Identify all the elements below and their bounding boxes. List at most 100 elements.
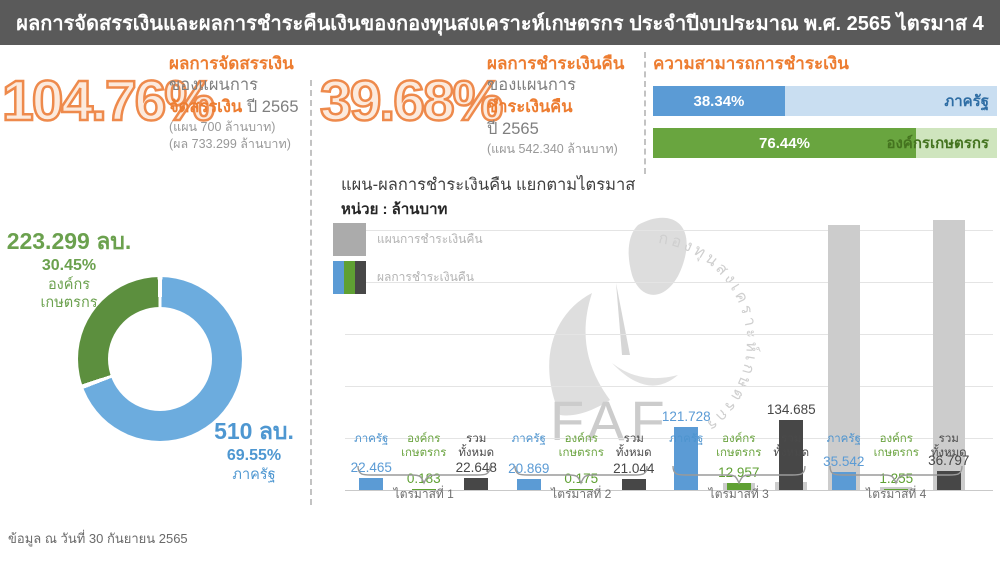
category-label-line: เกษตรกร: [716, 446, 762, 459]
bar-value-label: 20.869: [508, 461, 550, 477]
category-labels: ภาครัฐ องค์กร เกษตรกร รวม ทั้งหมด: [660, 427, 818, 460]
category-label-line: ภาครัฐ: [511, 433, 546, 445]
gridline-200: [345, 386, 993, 387]
allocation-line2-rest: ปี 2565: [242, 98, 299, 117]
donut-label-agri-org: 223.299 ลบ. 30.45% องค์กร เกษตรกร: [4, 227, 134, 312]
data-as-of-note: ข้อมูล ณ วันที่ 30 กันยายน 2565: [8, 531, 188, 546]
agri-org-percent: 30.45%: [41, 256, 97, 274]
category-labels: ภาครัฐ องค์กร เกษตรกร รวม ทั้งหมด: [818, 427, 976, 460]
quarter-bracket: [671, 465, 806, 490]
donut-label-government: 510 ลบ. 69.55% ภาครัฐ: [200, 417, 308, 484]
category-label-line: ภาครัฐ: [826, 433, 861, 445]
actual-bar: [516, 479, 541, 490]
actual-bar: [569, 488, 594, 490]
allocation-line2: จัดสรรเงิน ปี 2565: [169, 97, 299, 119]
bar-value-label: 12.957: [718, 465, 760, 481]
quarter-label: ไตรมาสที่ 3: [708, 487, 769, 501]
bars-row: 35.542 1.255 36.797: [818, 219, 976, 490]
bar-chart-legend: แผนการชำระเงินคืน ผลการชำระเงินคืน: [333, 223, 483, 299]
actual-bar: [464, 478, 489, 490]
actual-bar: [621, 479, 646, 490]
bar-chart-title: แผน-ผลการชำระเงินคืน แยกตามไตรมาส: [341, 176, 636, 194]
bar-slot: 22.465: [345, 220, 398, 490]
bar-value-label: 134.685: [766, 401, 816, 417]
quarter-group-3: 121.728 12.957 134.685 ภาครัฐ องค์กร เกษตรกรร…: [660, 221, 818, 561]
quarter-label: ไตรมาสที่ 1: [393, 487, 454, 501]
category-label-0: ภาครัฐ: [345, 427, 398, 460]
bar-slot: 0.183: [398, 220, 451, 490]
bar-value-label: 22.648: [455, 460, 497, 476]
bar-chart-quarters: 22.465 0.183 22.648 ภาครัฐ องค์กร เกษตรกร รวมท…: [345, 219, 976, 561]
actual-bar: [831, 471, 856, 490]
dashed-divider-right: [644, 52, 646, 174]
ability-bar-fill: [653, 128, 916, 158]
quarter-group-4: 35.542 1.255 36.797 ภาครัฐ องค์กร เกษตรกร รวมท…: [818, 219, 976, 561]
repayment-text: ผลการชำระเงินคืน ของแผนการ ชำระเงินคืน ป…: [487, 53, 624, 158]
category-label-line: ภาครัฐ: [669, 433, 704, 445]
category-label-line: ทั้งหมด: [930, 446, 967, 459]
donut-chart: [78, 277, 242, 441]
actual-bar: [726, 483, 751, 490]
bar-slot: 22.648: [450, 220, 503, 490]
plan-legend-swatch: [333, 223, 366, 256]
category-label-2: รวม ทั้งหมด: [765, 427, 818, 460]
donut-chart-section: 223.299 ลบ. 30.45% องค์กร เกษตรกร 510 ลบ…: [0, 215, 312, 525]
quarter-group-2: 20.869 0.175 21.044 ภาครัฐ องค์กร เกษตรกร รวมท…: [503, 221, 661, 561]
donut-hole: [108, 307, 212, 411]
gridline-100: [345, 438, 993, 439]
category-label-line: ภาครัฐ: [354, 433, 389, 445]
government-name: ภาครัฐ: [232, 466, 276, 483]
category-label-line: รวม: [781, 433, 802, 445]
ability-bar-label: องค์กรเกษตรกร: [886, 135, 989, 152]
category-label-0: ภาครัฐ: [818, 427, 871, 460]
category-label-2: รวม ทั้งหมด: [450, 427, 503, 460]
bar-slot: 20.869: [503, 220, 556, 490]
x-axis-line: [345, 490, 993, 491]
actual-legend-swatch: [333, 261, 366, 294]
bar-chart-unit: หน่วย : ล้านบาท: [341, 201, 448, 218]
bar-slot: 0.175: [555, 220, 608, 490]
bar-slot: 36.797: [923, 219, 976, 490]
category-label-line: ทั้งหมด: [773, 446, 810, 459]
category-label-line: องค์กร: [564, 433, 598, 445]
repayment-section: 39.68% ผลการชำระเงินคืน ของแผนการ ชำระเง…: [318, 48, 644, 183]
category-label-line: รวม: [466, 433, 487, 445]
plan-legend-label: แผนการชำระเงินคืน: [377, 232, 483, 246]
repayment-line3: ปี 2565: [487, 119, 539, 138]
bar-slot: 35.542: [818, 220, 871, 490]
bar-value-label: 121.728: [661, 408, 711, 424]
watermark-faf-text: FAF: [550, 389, 671, 452]
plan-bar: [932, 219, 965, 490]
category-label-line: เกษตรกร: [873, 446, 919, 459]
ability-bar-fill: [653, 86, 785, 116]
gridline-400: [345, 282, 993, 283]
bar-chart-plot: [345, 221, 993, 491]
bar-value-label: 21.044: [613, 461, 655, 477]
plan-bar: [827, 224, 860, 490]
actual-bar: [779, 419, 804, 490]
faf-logo-watermark: กองทุนสงเคราะห์เกษตรกร FAF: [549, 217, 759, 452]
bar-value-label: 0.175: [564, 470, 599, 486]
government-amount: 510 ลบ.: [214, 418, 294, 444]
quarter-bracket: [356, 465, 491, 490]
bar-slot: 134.685: [765, 220, 818, 490]
agri-org-amount: 223.299 ลบ.: [6, 228, 132, 254]
actual-bar: [359, 478, 384, 490]
category-label-1: องค์กร เกษตรกร: [398, 427, 451, 460]
bar-value-label: 36.797: [928, 452, 970, 468]
repayment-line1: ของแผนการ: [487, 76, 576, 95]
category-label-line: รวม: [623, 433, 644, 445]
quarter-bracket: [514, 465, 649, 490]
actual-bar: [674, 426, 699, 490]
category-label-0: ภาครัฐ: [503, 427, 556, 460]
category-label-2: รวม ทั้งหมด: [923, 427, 976, 460]
category-label-line: องค์กร: [879, 433, 913, 445]
category-label-line: รวม: [938, 433, 959, 445]
category-label-line: องค์กร: [722, 433, 756, 445]
repayment-heading: ผลการชำระเงินคืน: [487, 54, 625, 73]
bars-row: 121.728 12.957 134.685: [660, 220, 818, 490]
category-label-line: เกษตรกร: [401, 446, 447, 459]
allocation-result-note: (ผล 733.299 ล้านบาท): [169, 137, 291, 152]
ability-bars: 38.34% ภาครัฐ 76.44% องค์กรเกษตรกร: [653, 86, 997, 158]
